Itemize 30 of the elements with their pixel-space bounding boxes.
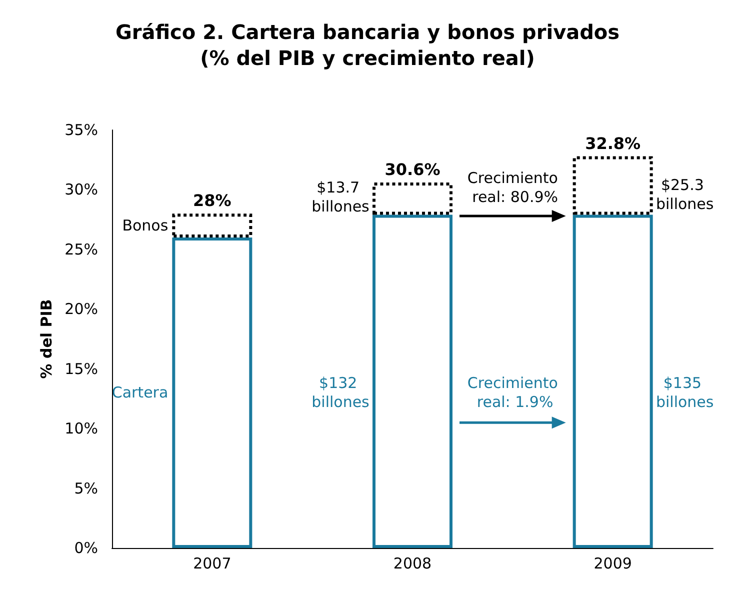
y-axis-title: % del PIB <box>37 299 56 379</box>
bar <box>572 214 653 548</box>
bar <box>372 182 452 215</box>
x-tick-label: 2008 <box>393 554 432 572</box>
y-tick-label: 30% <box>64 180 98 199</box>
y-tick-label: 5% <box>74 479 98 498</box>
chart-title: Gráfico 2. Cartera bancaria y bonos privados (% del PIB y crecimiento real) <box>115 20 620 70</box>
x-tick-label: 2009 <box>594 554 632 572</box>
series-label: Cartera <box>112 384 168 402</box>
bar <box>172 237 252 548</box>
y-tick-label: 35% <box>64 121 98 139</box>
y-tick-label: 20% <box>64 300 98 318</box>
total-label: 28% <box>193 191 232 210</box>
bar <box>172 214 252 238</box>
y-tick-label: 15% <box>64 360 98 378</box>
annotation: Crecimiento real: 80.9% <box>467 168 558 206</box>
bar <box>372 214 452 548</box>
annotation: Crecimiento real: 1.9% <box>467 374 558 412</box>
y-tick-label: 25% <box>64 240 98 258</box>
annotation: $132 billones <box>312 374 370 412</box>
bar <box>572 156 653 215</box>
annotation: $135 billones <box>656 374 714 412</box>
annotation: $13.7 billones <box>312 178 370 216</box>
y-tick-label: 10% <box>64 420 98 438</box>
total-label: 30.6% <box>384 160 440 180</box>
total-label: 32.8% <box>585 134 641 153</box>
series-label: Bonos <box>122 216 168 235</box>
annotation: $25.3 billones <box>656 176 714 213</box>
y-tick-label: 0% <box>74 539 98 557</box>
x-tick-label: 2007 <box>193 554 232 572</box>
